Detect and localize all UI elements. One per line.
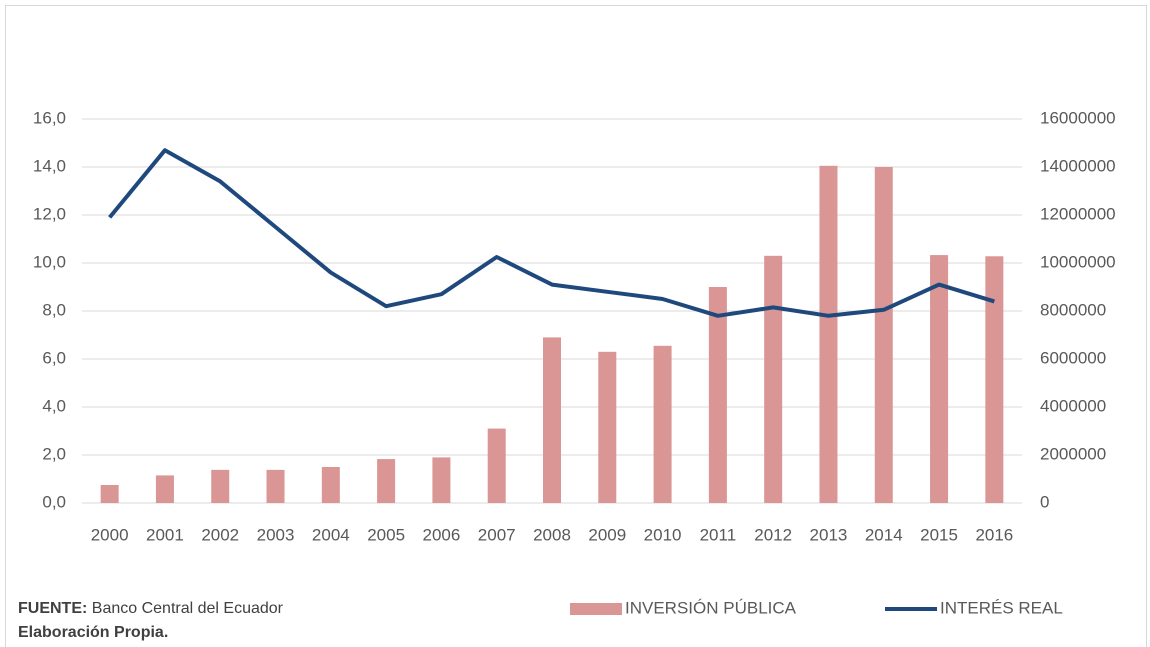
x-tick-label: 2013 [810,525,848,544]
y2-tick-label: 6000000 [1040,348,1106,367]
bar [930,255,949,503]
x-tick-label: 2015 [920,525,958,544]
bar [155,475,174,503]
x-tick-label: 2002 [201,525,239,544]
bar [985,256,1004,503]
y-tick-label: 16,0 [33,108,66,127]
y2-tick-label: 10000000 [1040,252,1116,271]
legend-swatch [570,603,622,615]
y2-tick-label: 4000000 [1040,396,1106,415]
bar [653,345,672,503]
bar [764,255,783,503]
y-tick-label: 2,0 [42,444,66,463]
bar [819,165,838,504]
x-tick-label: 2011 [700,525,737,544]
bar [543,337,561,503]
bar [708,287,727,503]
y2-tick-label: 2000000 [1040,444,1106,463]
y-tick-label: 12,0 [33,204,66,223]
legend-label: INTERÉS REAL [940,598,1063,617]
y2-tick-label: 8000000 [1040,300,1106,319]
x-tick-label: 2001 [146,525,184,544]
bar [874,167,893,503]
source-label: FUENTE: [18,600,87,617]
bar [487,428,506,503]
x-tick-label: 2014 [865,525,903,544]
x-tick-label: 2000 [91,525,129,544]
y2-tick-label: 14000000 [1040,156,1116,175]
bar [432,457,451,503]
y2-tick-label: 0 [1040,492,1049,511]
x-tick-label: 2016 [975,525,1013,544]
line [108,148,995,318]
credit: Elaboración Propia. [18,624,168,641]
y-tick-label: 14,0 [33,156,66,175]
bar [321,467,340,503]
y2-tick-label: 12000000 [1040,204,1116,223]
chart-frame [5,5,1147,647]
bar [598,351,617,503]
bar [266,469,285,503]
legend-label: INVERSIÓN PÚBLICA [625,598,797,617]
x-tick-label: 2008 [533,525,571,544]
y-tick-label: 8,0 [42,300,66,319]
x-tick-label: 2003 [257,525,295,544]
bar [100,485,119,503]
source: FUENTE: Banco Central del Ecuador [18,600,284,617]
y2-tick-label: 16000000 [1040,108,1116,127]
x-tick-label: 2006 [422,525,460,544]
y-tick-label: 0,0 [42,492,66,511]
bar [377,459,396,503]
x-tick-label: 2009 [588,525,626,544]
x-tick-label: 2004 [312,525,350,544]
x-tick-label: 2005 [367,525,405,544]
y-tick-label: 10,0 [33,252,66,271]
y-tick-label: 4,0 [42,396,66,415]
source-text: Banco Central del Ecuador [92,600,284,617]
x-tick-label: 2010 [644,525,682,544]
y-tick-label: 6,0 [42,348,66,367]
bar [211,469,230,503]
x-tick-label: 2007 [478,525,516,544]
x-tick-label: 2012 [754,525,792,544]
